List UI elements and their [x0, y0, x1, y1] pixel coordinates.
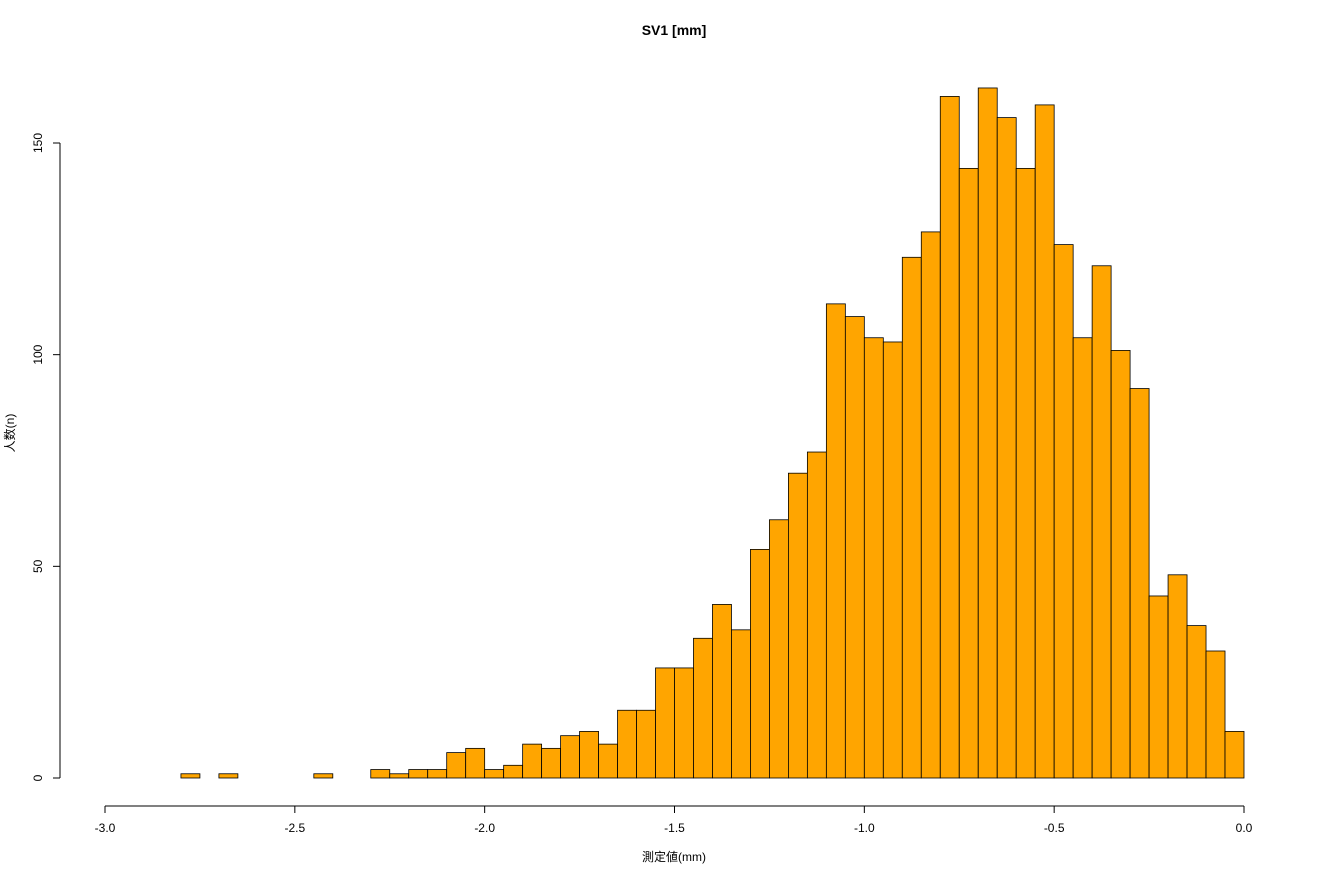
x-tick-label: -2.5	[284, 821, 305, 835]
y-tick-label: 100	[31, 344, 45, 364]
histogram-bar	[218, 773, 239, 779]
histogram-bar	[1167, 574, 1188, 779]
histogram-bar	[806, 451, 827, 779]
histogram-bar	[939, 96, 960, 779]
histogram-bar	[1015, 167, 1036, 779]
histogram-bar	[465, 747, 486, 779]
histogram-bar	[844, 316, 865, 779]
histogram-bar	[180, 773, 201, 779]
histogram-bar	[1129, 388, 1150, 779]
histogram-bar	[446, 752, 467, 779]
histogram-bar	[958, 167, 979, 779]
histogram-bar	[427, 769, 448, 779]
histogram-bar	[1072, 337, 1093, 779]
histogram-bar	[977, 87, 998, 779]
histogram-bar	[1034, 104, 1055, 779]
histogram-bar	[731, 629, 751, 779]
histogram-bar	[560, 735, 580, 779]
x-tick-label: -3.0	[95, 821, 116, 835]
x-axis-ticks: -3.0 -2.5 -2.0 -1.5 -1.0 -0.5 0.0	[95, 806, 1253, 835]
histogram-bar	[484, 769, 505, 779]
bars-group	[180, 87, 1245, 779]
y-axis-ticks: 0 50 100 150	[31, 133, 60, 781]
x-tick-label: -1.5	[664, 821, 685, 835]
histogram-bar	[389, 773, 410, 779]
x-axis-label: 測定値(mm)	[642, 849, 706, 864]
x-tick-label: -0.5	[1044, 821, 1065, 835]
x-tick-label: -1.0	[854, 821, 875, 835]
histogram-bar	[370, 769, 391, 779]
histogram-bar	[313, 773, 334, 779]
histogram-bar	[579, 731, 599, 779]
histogram-bar	[750, 549, 770, 779]
histogram-bar	[617, 709, 637, 779]
y-axis-label: 人数(n)	[2, 414, 17, 453]
histogram-bar	[598, 743, 618, 779]
histogram-bar	[693, 637, 713, 779]
y-tick-label: 50	[31, 559, 45, 573]
histogram-bar	[769, 519, 789, 779]
histogram-bar	[901, 256, 922, 779]
histogram-bar	[1053, 244, 1074, 779]
histogram-bar	[1205, 650, 1226, 779]
histogram-bar	[541, 747, 561, 779]
histogram-bar	[655, 667, 675, 779]
histogram-bar	[636, 709, 656, 779]
histogram-bar	[920, 231, 941, 779]
x-tick-label: -2.0	[474, 821, 495, 835]
histogram-bar	[825, 303, 846, 779]
histogram-bar	[712, 604, 732, 779]
histogram-bar	[882, 341, 903, 779]
x-tick-label: 0.0	[1236, 821, 1253, 835]
histogram-bar	[1148, 595, 1169, 779]
histogram-bar	[1110, 350, 1131, 779]
y-tick-label: 0	[31, 774, 45, 781]
histogram-bar	[996, 117, 1017, 779]
histogram-bar	[1091, 265, 1112, 779]
histogram-bar	[863, 337, 884, 779]
y-tick-label: 150	[31, 133, 45, 153]
histogram-bar	[522, 743, 543, 779]
histogram-bar	[1186, 625, 1207, 779]
histogram-bar	[788, 472, 808, 779]
chart-title: SV1 [mm]	[642, 22, 707, 38]
histogram-bar	[408, 769, 429, 779]
histogram-bar	[1224, 731, 1245, 779]
histogram-bar	[674, 667, 694, 779]
histogram-bar	[503, 764, 524, 779]
